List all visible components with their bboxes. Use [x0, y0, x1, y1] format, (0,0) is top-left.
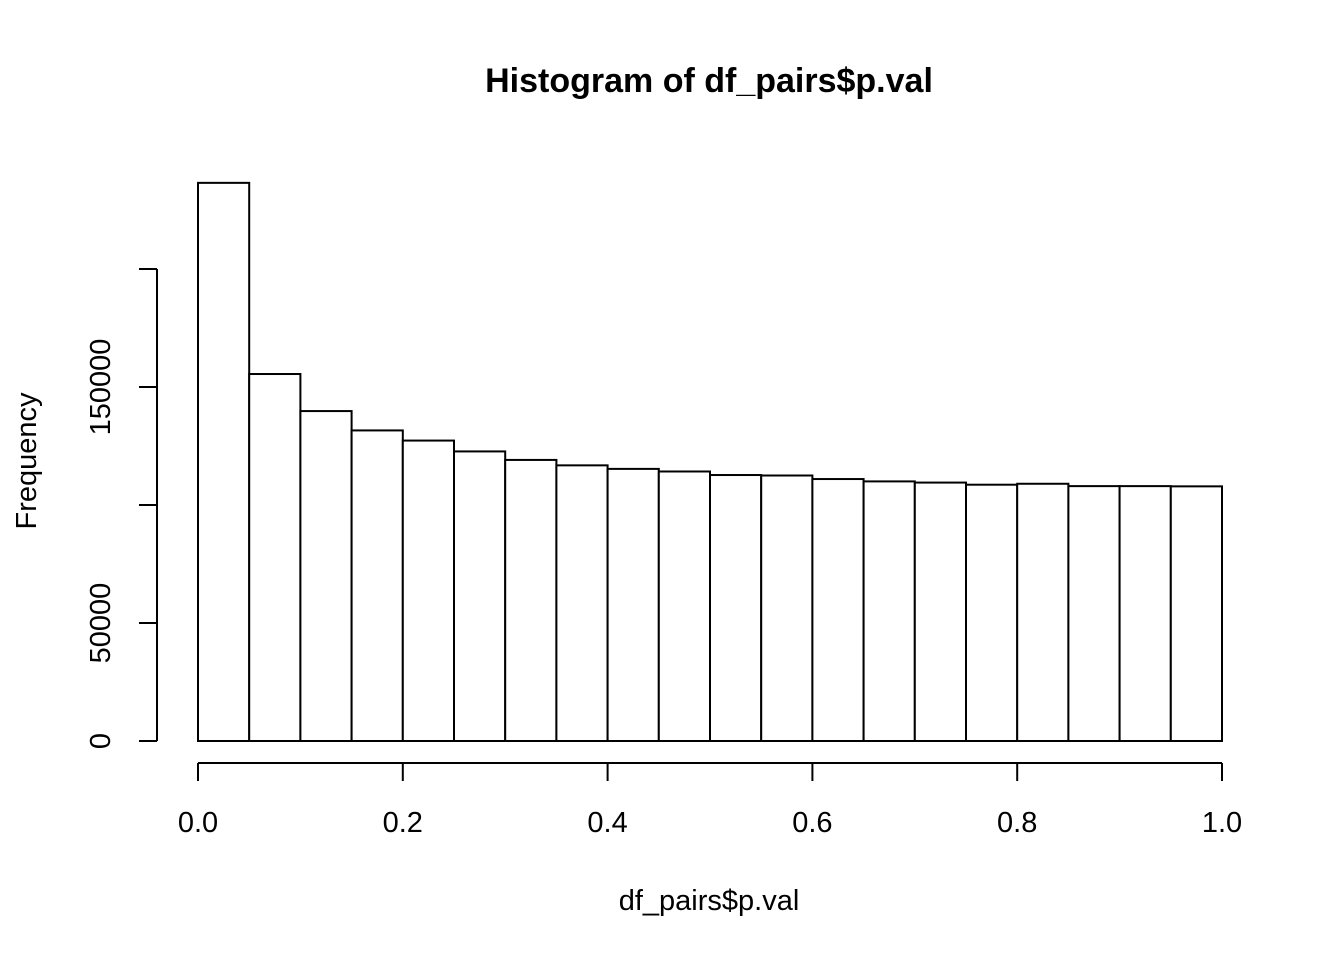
histogram-bar-5 [453, 450, 507, 742]
histogram-bar-16 [1016, 482, 1070, 742]
histogram-bar-13 [862, 480, 916, 742]
histogram-bar-3 [350, 429, 404, 742]
histogram-bar-8 [606, 467, 660, 742]
histogram-bar-1 [248, 373, 302, 742]
histogram-bar-17 [1067, 485, 1121, 742]
histogram-bar-10 [709, 474, 763, 742]
histogram-bar-11 [760, 474, 814, 742]
x-tick-label-2: 0.4 [587, 807, 627, 839]
y-tick-label-0: 0 [85, 733, 117, 749]
x-tick-label-1: 0.2 [383, 807, 423, 839]
histogram-bar-12 [811, 478, 865, 742]
x-tick-label-5: 1.0 [1202, 807, 1242, 839]
x-tick-label-0: 0.0 [178, 807, 218, 839]
histogram-bars [197, 181, 1224, 743]
histogram-bar-14 [913, 481, 967, 742]
y-tick-label-3: 150000 [85, 339, 117, 436]
histogram-bar-9 [657, 470, 711, 742]
chart-title: Histogram of df_pairs$p.val [485, 62, 933, 100]
y-tick-label-1: 50000 [85, 583, 117, 664]
histogram-bar-0 [197, 181, 251, 743]
histogram-bar-15 [965, 483, 1019, 742]
x-axis-label: df_pairs$p.val [619, 885, 800, 917]
x-axis: 0.0 0.2 0.4 0.6 0.8 1.0 [178, 762, 1242, 839]
histogram-bar-4 [401, 439, 455, 742]
x-tick-label-3: 0.6 [792, 807, 832, 839]
histogram-bar-18 [1118, 485, 1172, 742]
x-tick-label-4: 0.8 [997, 807, 1037, 839]
histogram-bar-7 [555, 464, 609, 742]
histogram-bar-2 [299, 410, 353, 742]
y-axis: 0 50000 150000 [85, 268, 158, 749]
histogram-bar-19 [1169, 485, 1224, 742]
histogram-bar-6 [504, 458, 558, 742]
y-axis-label: Frequency [11, 392, 43, 530]
